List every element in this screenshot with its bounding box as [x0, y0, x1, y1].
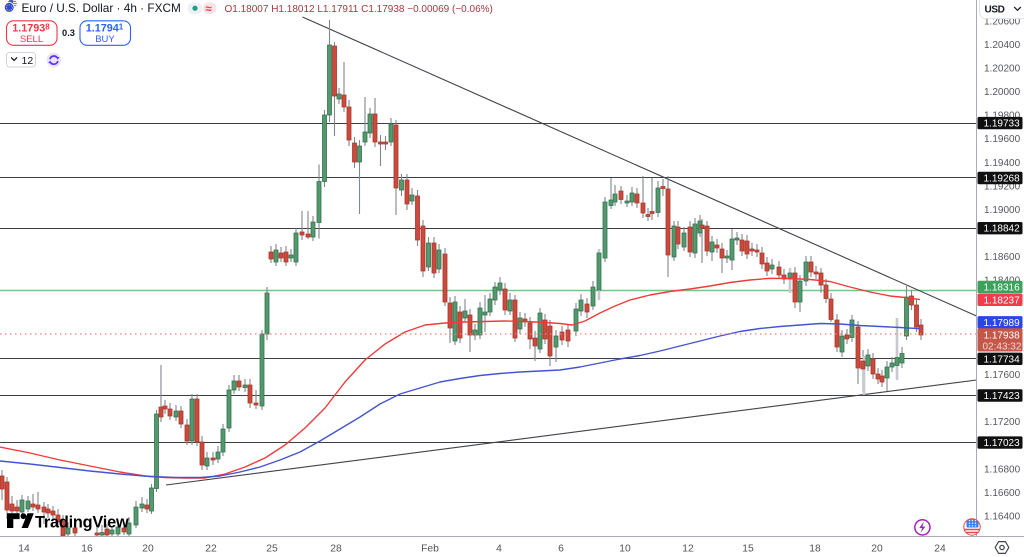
svg-text:1.18842: 1.18842: [984, 224, 1021, 235]
svg-text:≈: ≈: [206, 3, 213, 15]
svg-text:1.17200: 1.17200: [984, 417, 1021, 428]
svg-text:24: 24: [934, 543, 946, 554]
svg-text:1.19000: 1.19000: [984, 205, 1021, 216]
svg-text:0.3: 0.3: [62, 28, 75, 38]
svg-text:1.16400: 1.16400: [984, 512, 1021, 523]
svg-text:22: 22: [205, 543, 217, 554]
svg-text:1.20400: 1.20400: [984, 40, 1021, 51]
svg-text:BUY: BUY: [95, 34, 115, 45]
svg-text:SELL: SELL: [20, 34, 43, 45]
svg-text:18: 18: [809, 543, 821, 554]
svg-text:1.17734: 1.17734: [984, 354, 1021, 365]
svg-text:10: 10: [619, 543, 631, 554]
svg-text:28: 28: [330, 543, 342, 554]
svg-text:20: 20: [871, 543, 883, 554]
svg-text:1.17938: 1.17938: [12, 23, 50, 35]
svg-text:1.20200: 1.20200: [984, 64, 1021, 75]
svg-text:1.18600: 1.18600: [984, 252, 1021, 263]
svg-text:1.17941: 1.17941: [86, 23, 124, 35]
svg-text:15: 15: [742, 543, 754, 554]
svg-text:25: 25: [266, 543, 278, 554]
svg-text:1.16600: 1.16600: [984, 488, 1021, 499]
svg-text:TradingView: TradingView: [35, 513, 129, 531]
svg-text:1.19400: 1.19400: [984, 158, 1021, 169]
svg-text:16: 16: [81, 543, 93, 554]
svg-text:1.17938: 1.17938: [984, 331, 1021, 342]
svg-text:12: 12: [22, 55, 34, 67]
svg-text:USD: USD: [985, 5, 1005, 16]
svg-text:6: 6: [558, 543, 564, 554]
svg-text:1.19200: 1.19200: [984, 181, 1021, 192]
svg-text:02:43:32: 02:43:32: [983, 341, 1022, 352]
svg-text:1.19733: 1.19733: [984, 119, 1021, 130]
svg-text:1.20600: 1.20600: [984, 16, 1021, 27]
svg-text:1.18316: 1.18316: [984, 283, 1021, 294]
svg-text:1.19268: 1.19268: [984, 174, 1021, 185]
svg-text:Euro / U.S. Dollar · 4h · FXCM: Euro / U.S. Dollar · 4h · FXCM: [22, 1, 181, 15]
svg-text:1.18237: 1.18237: [984, 295, 1021, 306]
svg-text:1.19800: 1.19800: [984, 111, 1021, 122]
svg-text:1.17600: 1.17600: [984, 370, 1021, 381]
svg-text:Feb: Feb: [421, 543, 439, 554]
svg-text:1.19600: 1.19600: [984, 134, 1021, 145]
svg-text:4: 4: [496, 543, 502, 554]
svg-text:20: 20: [142, 543, 154, 554]
svg-text:12: 12: [682, 543, 694, 554]
svg-text:1.20000: 1.20000: [984, 87, 1021, 98]
svg-text:1.17989: 1.17989: [984, 318, 1021, 329]
svg-text:1.17023: 1.17023: [984, 438, 1021, 449]
svg-text:1.16800: 1.16800: [984, 464, 1021, 475]
svg-text:O1.18007 H1.18012 L1.17911 C1.: O1.18007 H1.18012 L1.17911 C1.17938 −0.0…: [225, 4, 493, 15]
svg-text:1.17423: 1.17423: [984, 391, 1021, 402]
svg-text:14: 14: [18, 543, 30, 554]
